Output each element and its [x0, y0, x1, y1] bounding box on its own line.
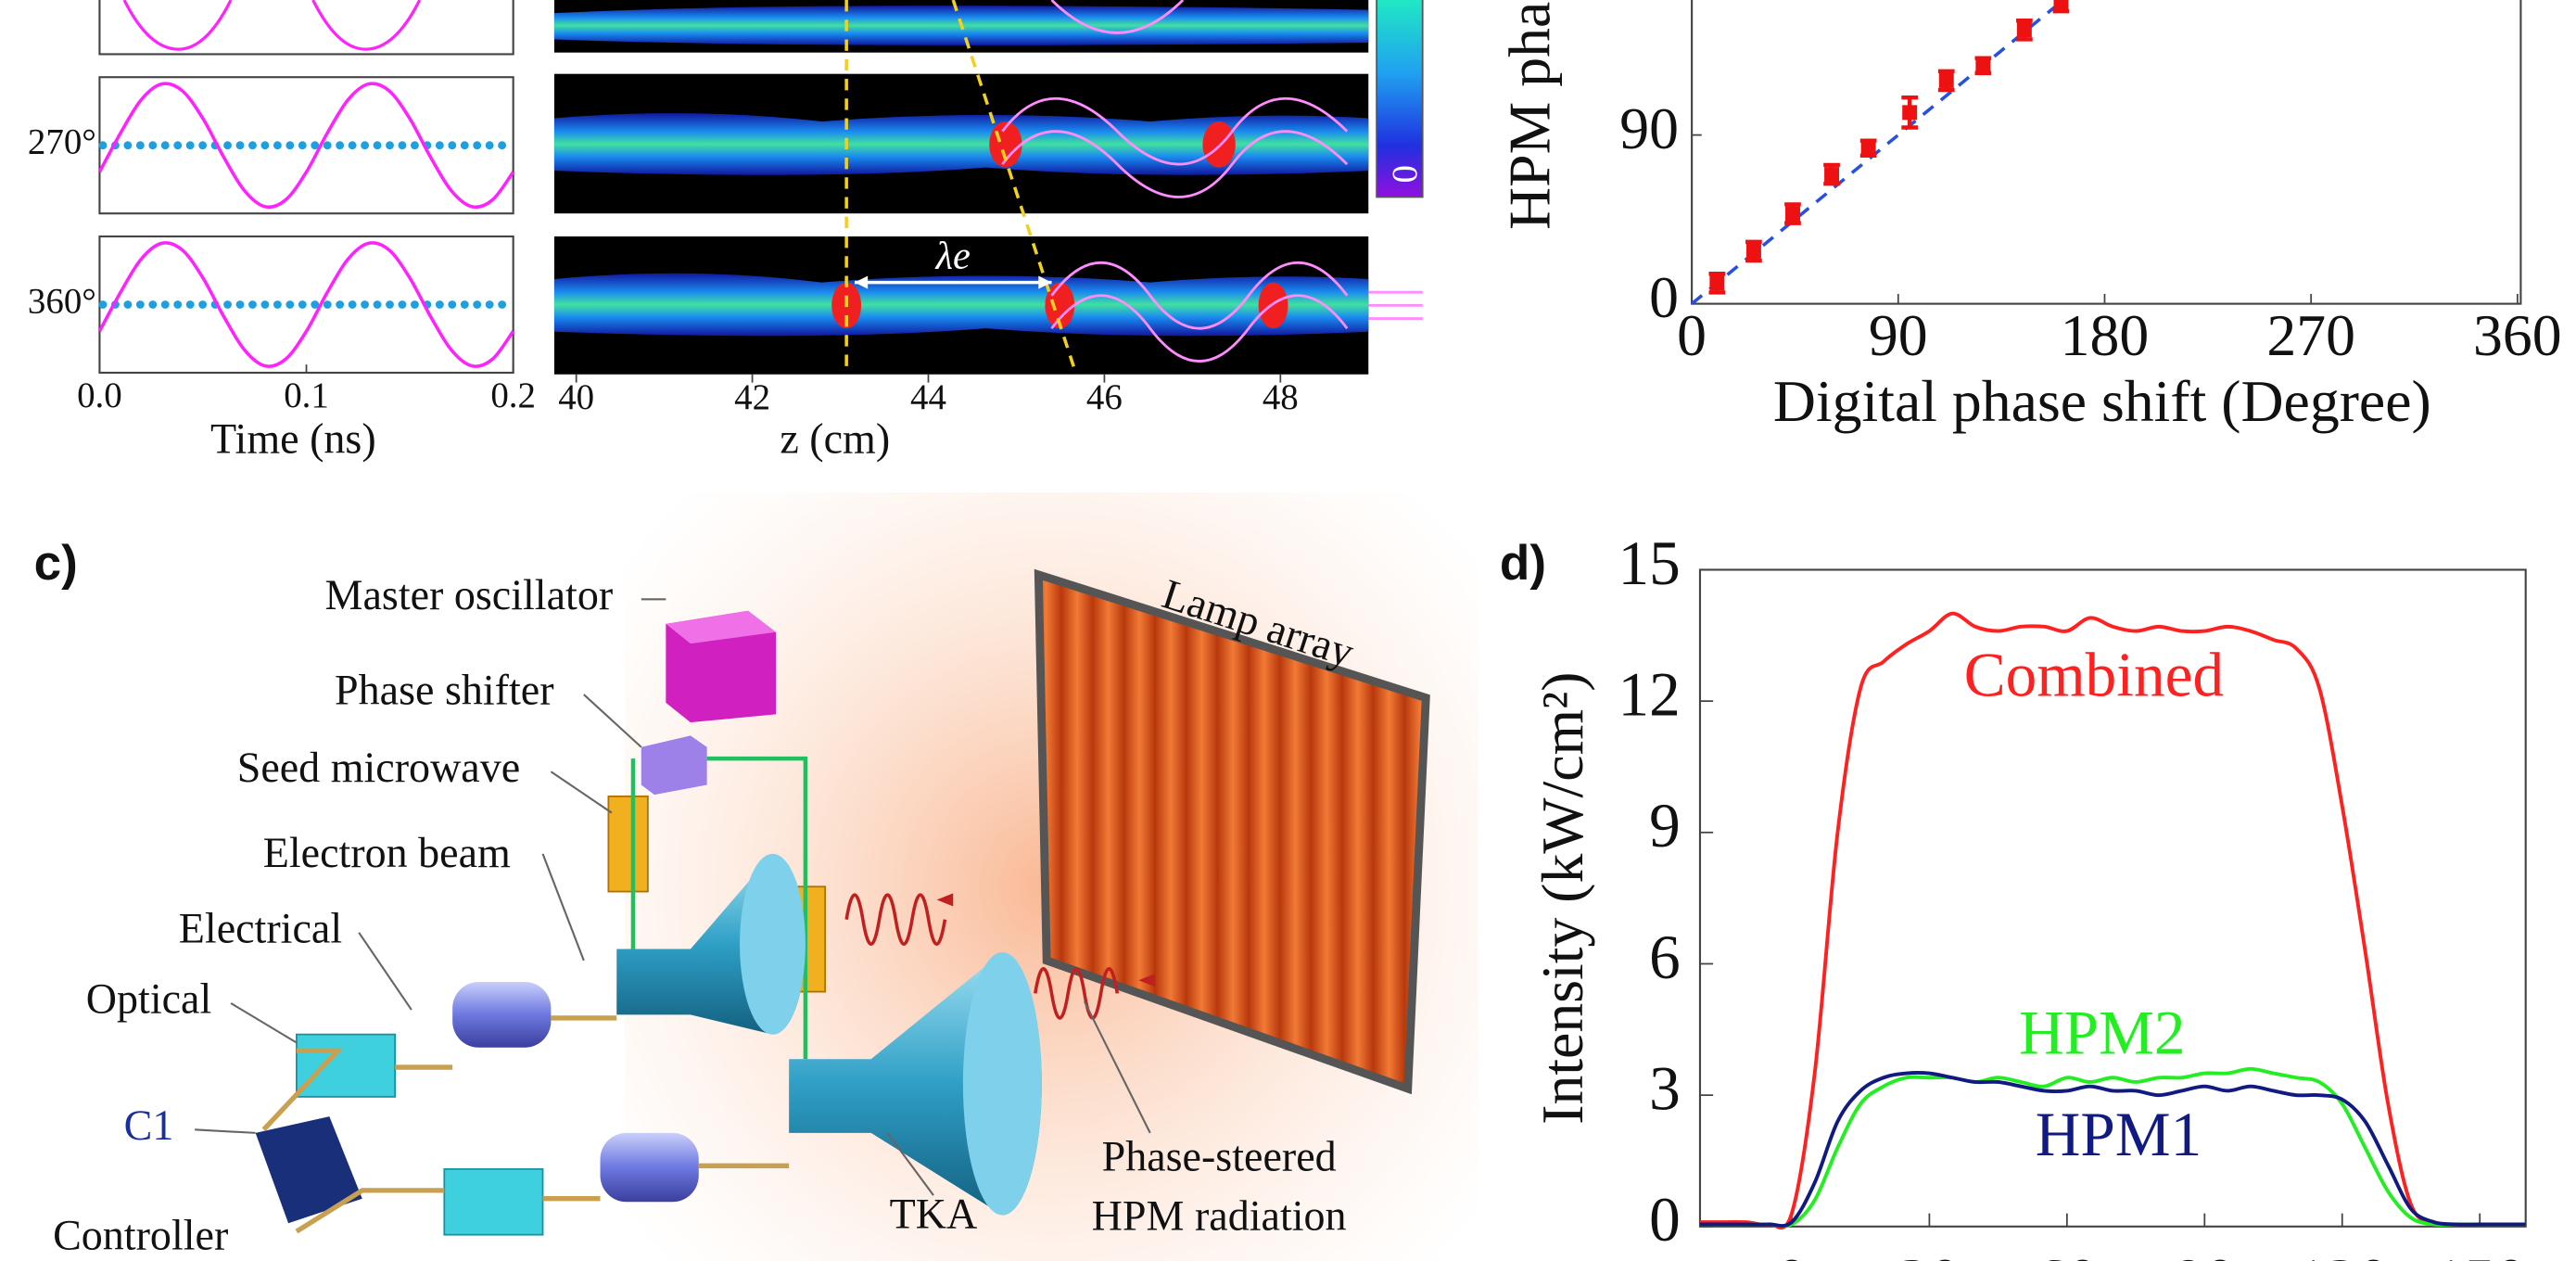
point [1902, 105, 1918, 121]
point [1824, 167, 1840, 183]
x-tick-label: 90 [1869, 302, 1928, 368]
label: Optical [86, 975, 212, 1023]
label: Controller [53, 1212, 228, 1259]
x-tick-label: 48 [1263, 377, 1299, 417]
x-tick-label: 40 [558, 377, 594, 417]
seed-amplifier [607, 795, 649, 893]
plot-frame [1691, 0, 2522, 305]
y-tick-label: 90 [1619, 96, 1679, 161]
y-axis-label: HPM pha [1497, 2, 1563, 230]
colorbar [1376, 0, 1424, 198]
point [1709, 275, 1725, 291]
panel-label: 360° [28, 281, 96, 321]
x-tick-label: 360 [2473, 302, 2562, 368]
y-tick-label: 12 [1618, 660, 1680, 730]
plasma [553, 273, 1369, 337]
partial-wave [122, 0, 422, 51]
x-tick-label: 60 [2036, 1246, 2098, 1261]
x-tick-label: 180 [2061, 302, 2150, 368]
label: Seed microwave [237, 744, 520, 791]
panel-label: c) [34, 536, 78, 591]
phase-shifter [641, 735, 707, 796]
annotation: λe [934, 235, 971, 278]
field-line [1050, 261, 1349, 330]
label: Electrical [179, 904, 342, 951]
label: Phase-steered [1102, 1133, 1337, 1180]
label: HPM radiation [1092, 1191, 1347, 1239]
wave [97, 82, 515, 210]
converter [296, 1033, 397, 1098]
x-tick-label: 42 [734, 377, 770, 417]
series-line [1699, 1066, 2526, 1229]
point [1745, 244, 1761, 259]
x-tick-label: 0 [1776, 1246, 1808, 1261]
signal-line [630, 756, 808, 1060]
series-label: HPM2 [2019, 998, 2185, 1067]
diagram: Lamp array c) Master oscillator Phase sh… [34, 492, 1478, 1261]
point [1938, 72, 1954, 88]
y-tick-label: 0 [1649, 264, 1679, 330]
x-tick-label: 0.0 [77, 376, 122, 415]
point [2016, 22, 2032, 38]
cavity [452, 981, 552, 1048]
field-line [1001, 97, 1349, 166]
series-line [1699, 611, 2526, 1230]
x-tick-label: 150 [2433, 1246, 2527, 1261]
point [1975, 57, 1991, 73]
link [261, 1015, 790, 1234]
bunch [1258, 282, 1288, 329]
colorbar-label: 0 [1385, 165, 1425, 183]
plasma [553, 113, 1369, 175]
x-tick-label: 270 [2266, 302, 2355, 368]
x-axis-label: Time (ns) [210, 415, 376, 463]
x-tick-label: 0.2 [490, 376, 536, 415]
x-tick-label: 44 [910, 377, 946, 417]
lamp-array [1034, 568, 1430, 1095]
y-axis-label: Intensity (kW/cm²) [1529, 672, 1595, 1125]
y-tick-label: 9 [1649, 791, 1681, 860]
y-tick-label: 3 [1649, 1054, 1681, 1124]
point [2053, 0, 2069, 12]
x-axis-label: z (cm) [780, 415, 890, 463]
cavity [600, 1132, 699, 1203]
x-tick-label: 120 [2295, 1246, 2389, 1261]
x-tick-label: 46 [1086, 377, 1123, 417]
x-tick-label: 0 [1677, 302, 1707, 368]
panel-label: 270° [28, 122, 96, 162]
series-line [1699, 1070, 2526, 1228]
x-tick-label: 0.1 [284, 376, 329, 415]
label: TKA [890, 1191, 978, 1238]
converter [443, 1167, 544, 1236]
x-axis-label: Digital phase shift (Degree) [1773, 368, 2431, 434]
series-label: Combined [1964, 640, 2224, 709]
y-tick-label: 6 [1649, 923, 1681, 992]
wave [97, 241, 515, 368]
panel-frame [98, 0, 514, 56]
x-tick-label: 30 [1898, 1246, 1961, 1261]
microwave [844, 893, 1120, 1020]
x-tick-label: 90 [2174, 1246, 2236, 1261]
label: Phase shifter [335, 667, 553, 714]
label: C1 [124, 1102, 174, 1149]
series-label: HPM1 [2036, 1100, 2202, 1169]
controller-box [255, 1116, 362, 1224]
label: Master oscillator [325, 571, 614, 618]
plot-frame [1698, 568, 2527, 1228]
simulation-strips [553, 0, 1424, 376]
y-tick-label: 0 [1649, 1185, 1681, 1255]
y-tick-label: 15 [1618, 529, 1680, 598]
label: Electron beam [263, 829, 511, 876]
point [1860, 140, 1876, 156]
point [1785, 206, 1800, 222]
guide-line [951, 0, 1078, 376]
panel-label: d) [1500, 536, 1546, 591]
